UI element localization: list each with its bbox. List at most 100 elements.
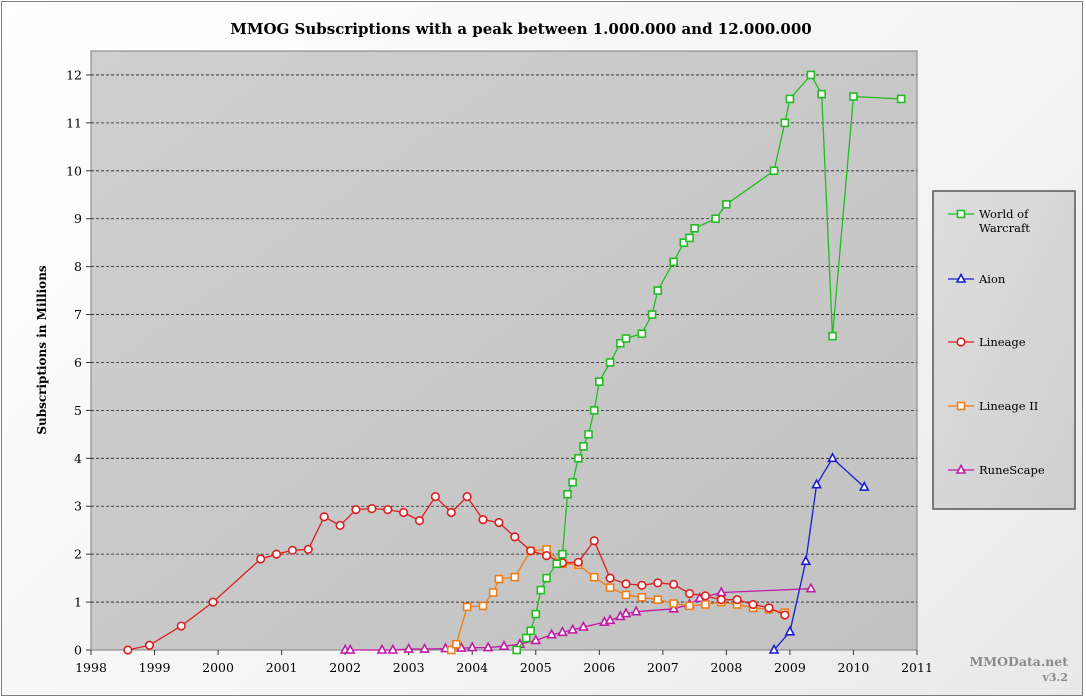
data-point-runescape-12	[530, 634, 542, 645]
data-point-lineage-16	[446, 507, 456, 518]
legend-item-world-of-warcraft: World of Warcraft	[948, 207, 1030, 235]
x-tick-label-7: 2005	[520, 660, 552, 675]
data-point-world-of-warcraft-30	[806, 70, 816, 80]
data-point-world-of-warcraft-24	[690, 224, 699, 233]
data-point-lineage-36	[764, 603, 774, 613]
y-axis-label: Subscriptions in Millions	[35, 265, 49, 435]
x-tick-label-11: 2009	[774, 660, 806, 675]
legend-marker-runescape	[955, 463, 967, 474]
data-point-lineage-7	[303, 544, 313, 554]
data-point-world-of-warcraft-33	[849, 92, 858, 101]
data-point-lineage-0	[123, 645, 133, 655]
data-point-aion-0	[768, 643, 780, 654]
data-point-world-of-warcraft-4	[536, 585, 546, 595]
y-tick-label-3: 3	[74, 499, 82, 514]
data-point-runescape-10	[498, 639, 510, 650]
data-point-world-of-warcraft-5	[542, 573, 551, 583]
data-point-lineage-25	[589, 536, 599, 546]
data-point-world-of-warcraft-32	[828, 331, 837, 341]
x-tick-label-2: 2000	[202, 660, 234, 675]
legend-item-lineage: Lineage	[948, 335, 1026, 349]
x-tick-label-9: 2007	[647, 660, 679, 675]
y-tick-label-8: 8	[74, 259, 82, 274]
data-point-runescape-20	[620, 607, 632, 618]
legend-item-lineage-ii: Lineage II	[948, 399, 1038, 413]
y-tick-label-7: 7	[74, 307, 82, 322]
data-point-lineage-34	[732, 595, 742, 605]
data-point-lineage-ii-16	[669, 599, 678, 608]
data-point-lineage-ii-4	[488, 588, 498, 597]
data-point-world-of-warcraft-15	[605, 358, 615, 367]
data-point-world-of-warcraft-8	[563, 489, 572, 499]
data-point-world-of-warcraft-19	[647, 310, 657, 319]
data-point-aion-5	[858, 480, 870, 491]
data-point-lineage-ii-12	[605, 583, 615, 593]
data-point-lineage-18	[478, 515, 488, 525]
data-point-world-of-warcraft-20	[653, 286, 663, 295]
data-point-world-of-warcraft-0	[512, 645, 522, 655]
y-tick-label-12: 12	[66, 67, 82, 82]
data-point-lineage-ii-6	[510, 572, 520, 582]
data-point-world-of-warcraft-17	[621, 334, 631, 343]
data-point-world-of-warcraft-7	[558, 549, 567, 559]
y-tick-label-2: 2	[74, 547, 82, 562]
gridlines	[91, 74, 917, 603]
data-point-lineage-33	[716, 595, 726, 605]
data-point-lineage-30	[669, 579, 679, 589]
data-point-runescape-4	[403, 642, 415, 653]
x-tick-label-10: 2008	[710, 660, 742, 675]
series-world-of-warcraft	[512, 70, 906, 655]
data-point-world-of-warcraft-2	[526, 626, 535, 636]
data-point-world-of-warcraft-12	[584, 430, 593, 439]
legend-marker-lineage	[956, 337, 966, 347]
x-tick-label-4: 2002	[329, 660, 361, 675]
data-point-lineage-ii-18	[701, 600, 710, 609]
y-tick-label-11: 11	[66, 115, 82, 130]
data-point-lineage-11	[367, 504, 377, 514]
data-point-runescape-8	[466, 641, 478, 652]
y-tick-label-1: 1	[74, 595, 82, 610]
data-point-world-of-warcraft-28	[780, 118, 790, 128]
plot-area	[90, 50, 918, 651]
data-point-lineage-9	[335, 520, 345, 531]
y-tick-label-6: 6	[74, 355, 82, 370]
y-tick-label-5: 5	[74, 403, 82, 418]
data-point-world-of-warcraft-22	[679, 238, 689, 247]
data-point-lineage-ii-14	[637, 592, 647, 602]
data-point-lineage-ii-13	[621, 590, 631, 600]
data-point-world-of-warcraft-13	[589, 406, 599, 415]
data-point-world-of-warcraft-34	[896, 94, 906, 104]
data-point-world-of-warcraft-29	[785, 94, 795, 104]
data-point-runescape-16	[578, 620, 589, 631]
data-point-lineage-21	[526, 546, 536, 556]
data-point-world-of-warcraft-27	[769, 166, 779, 176]
data-point-lineage-14	[414, 516, 425, 526]
data-point-lineage-28	[637, 580, 647, 590]
legend-label-runescape: RuneScape	[979, 463, 1045, 477]
x-tick-label-0: 1998	[75, 660, 107, 675]
legend-marker-lineage-ii	[956, 401, 966, 411]
data-point-lineage-17	[462, 492, 472, 502]
data-point-runescape-1	[344, 643, 356, 654]
data-point-runescape-14	[557, 626, 568, 637]
chart-title: MMOG Subscriptions with a peak between 1…	[230, 20, 811, 38]
data-point-world-of-warcraft-10	[574, 454, 583, 463]
data-point-lineage-13	[399, 507, 409, 518]
series-layer	[123, 70, 906, 655]
data-point-lineage-ii-3	[478, 601, 488, 611]
data-point-runescape-21	[630, 605, 642, 616]
data-point-lineage-27	[621, 579, 631, 589]
x-tick-label-3: 2001	[266, 660, 298, 675]
legend-box	[932, 190, 1076, 510]
x-tick-label-1: 1999	[139, 660, 171, 675]
data-point-lineage-1	[144, 640, 155, 650]
x-tick-label-12: 2010	[838, 660, 870, 675]
data-point-lineage-12	[383, 504, 393, 515]
legend-label-world-of-warcraft: World of Warcraft	[979, 207, 1030, 235]
data-point-lineage-29	[653, 578, 663, 588]
data-point-lineage-37	[780, 610, 790, 620]
legend-label-aion: Aion	[978, 272, 1006, 286]
data-point-runescape-5	[419, 642, 430, 653]
data-point-world-of-warcraft-16	[615, 339, 625, 348]
